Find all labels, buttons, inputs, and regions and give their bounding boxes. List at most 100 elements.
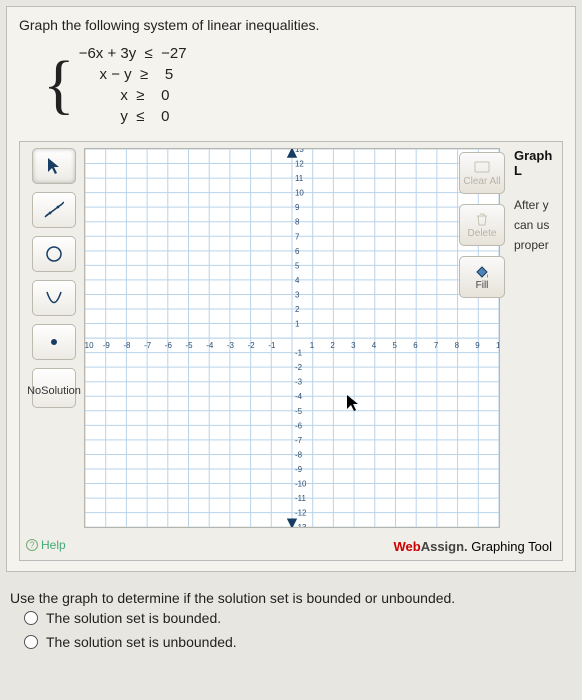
eq-3: x ≥ 0 [79, 85, 187, 106]
svg-text:9: 9 [475, 341, 480, 350]
svg-text:11: 11 [295, 174, 304, 183]
brand-dark: Assign. [421, 539, 468, 554]
delete-button[interactable]: Delete [459, 204, 505, 246]
graphing-tool: No Solution ? Help -10 -9 -8 -7 -6 -5 -4 -3 -2 -1… [19, 141, 563, 561]
side-title: Graph L [514, 148, 562, 178]
svg-text:2: 2 [295, 305, 300, 314]
circle-icon [44, 244, 64, 264]
side-l2: can us [514, 218, 562, 232]
svg-text:-10: -10 [295, 480, 307, 489]
side-l3: proper [514, 238, 562, 252]
followup-question: Use the graph to determine if the soluti… [0, 578, 582, 666]
svg-text:-9: -9 [103, 341, 111, 350]
graph-canvas[interactable]: -10-9-8-7-6-5-4-3-2-112345678910-13-12-1… [84, 148, 500, 528]
help-link[interactable]: ? Help [26, 538, 66, 552]
clear-all-button[interactable]: Clear All [459, 152, 505, 194]
svg-text:1: 1 [310, 341, 315, 350]
pointer-icon [46, 157, 62, 175]
svg-text:8: 8 [455, 341, 460, 350]
svg-text:-13: -13 [295, 523, 307, 527]
svg-text:1: 1 [295, 320, 300, 329]
svg-text:-8: -8 [123, 341, 131, 350]
svg-text:-5: -5 [295, 407, 303, 416]
svg-text:3: 3 [351, 341, 356, 350]
svg-text:-4: -4 [206, 341, 214, 350]
brand-red: Web [393, 539, 420, 554]
delete-label: Delete [468, 228, 497, 239]
svg-text:2: 2 [330, 341, 335, 350]
left-brace: { [43, 55, 75, 115]
svg-text:-1: -1 [295, 349, 303, 358]
attribution: WebAssign. Graphing Tool [393, 539, 552, 554]
pointer-tool-button[interactable] [32, 148, 76, 184]
svg-text:9: 9 [295, 203, 300, 212]
line-tool-button[interactable] [32, 192, 76, 228]
no-solution-line2: Solution [41, 385, 81, 397]
fill-label: Fill [476, 280, 489, 291]
svg-text:-5: -5 [186, 341, 194, 350]
help-icon: ? [26, 539, 38, 551]
svg-text:-12: -12 [295, 509, 307, 518]
svg-text:5: 5 [393, 341, 398, 350]
svg-text:3: 3 [295, 290, 300, 299]
svg-text:-2: -2 [295, 363, 303, 372]
point-tool-button[interactable] [32, 324, 76, 360]
point-icon [48, 336, 60, 348]
svg-text:-6: -6 [165, 341, 173, 350]
option-unbounded-label: The solution set is unbounded. [46, 634, 237, 650]
eq-4: y ≤ 0 [79, 106, 187, 127]
option-bounded-label: The solution set is bounded. [46, 610, 221, 626]
svg-text:12: 12 [295, 160, 304, 169]
svg-text:-8: -8 [295, 450, 303, 459]
option-unbounded[interactable]: The solution set is unbounded. [10, 630, 572, 654]
fill-icon [474, 264, 490, 278]
clear-icon [473, 160, 491, 174]
prompt-text: Graph the following system of linear ine… [19, 17, 563, 33]
svg-text:6: 6 [295, 247, 300, 256]
svg-text:-1: -1 [268, 341, 276, 350]
eq-1: −6x + 3y ≤ −27 [79, 43, 187, 64]
option-bounded[interactable]: The solution set is bounded. [10, 606, 572, 630]
svg-text:7: 7 [434, 341, 439, 350]
svg-text:-3: -3 [295, 378, 303, 387]
svg-text:-4: -4 [295, 392, 303, 401]
radio-icon [24, 611, 38, 625]
svg-text:13: 13 [295, 149, 304, 154]
svg-text:-7: -7 [144, 341, 152, 350]
equation-system: { −6x + 3y ≤ −27 x − y ≥ 5 x ≥ 0 y ≤ 0 [43, 43, 563, 127]
side-l1: After y [514, 198, 562, 212]
left-toolbar: No Solution [24, 148, 84, 416]
right-toolbar: Clear All Delete Fill [456, 152, 508, 308]
clear-label: Clear All [463, 176, 500, 187]
svg-text:-9: -9 [295, 465, 303, 474]
svg-text:-6: -6 [295, 421, 303, 430]
svg-text:10: 10 [496, 341, 499, 350]
svg-text:-10: -10 [85, 341, 94, 350]
svg-text:8: 8 [295, 218, 300, 227]
side-panel: Graph L After y can us proper [514, 148, 562, 348]
svg-text:10: 10 [295, 189, 304, 198]
svg-text:-2: -2 [248, 341, 256, 350]
parabola-tool-button[interactable] [32, 280, 76, 316]
svg-text:7: 7 [295, 232, 300, 241]
parabola-icon [44, 289, 64, 307]
help-label: Help [41, 538, 66, 552]
circle-tool-button[interactable] [32, 236, 76, 272]
svg-text:-7: -7 [295, 436, 303, 445]
eq-2: x − y ≥ 5 [79, 64, 187, 85]
svg-text:-11: -11 [295, 494, 306, 503]
no-solution-button[interactable]: No Solution [32, 368, 76, 408]
line-icon [44, 201, 64, 219]
trash-icon [475, 212, 489, 226]
radio-icon [24, 635, 38, 649]
brand-tail: Graphing Tool [468, 539, 552, 554]
fill-button[interactable]: Fill [459, 256, 505, 298]
svg-text:4: 4 [295, 276, 300, 285]
problem-card: Graph the following system of linear ine… [6, 6, 576, 572]
no-solution-line1: No [27, 385, 41, 397]
cursor-icon [345, 394, 359, 412]
grid-svg: -10-9-8-7-6-5-4-3-2-112345678910-13-12-1… [85, 149, 499, 527]
equations: −6x + 3y ≤ −27 x − y ≥ 5 x ≥ 0 y ≤ 0 [79, 43, 187, 127]
svg-text:4: 4 [372, 341, 377, 350]
svg-text:-3: -3 [227, 341, 235, 350]
